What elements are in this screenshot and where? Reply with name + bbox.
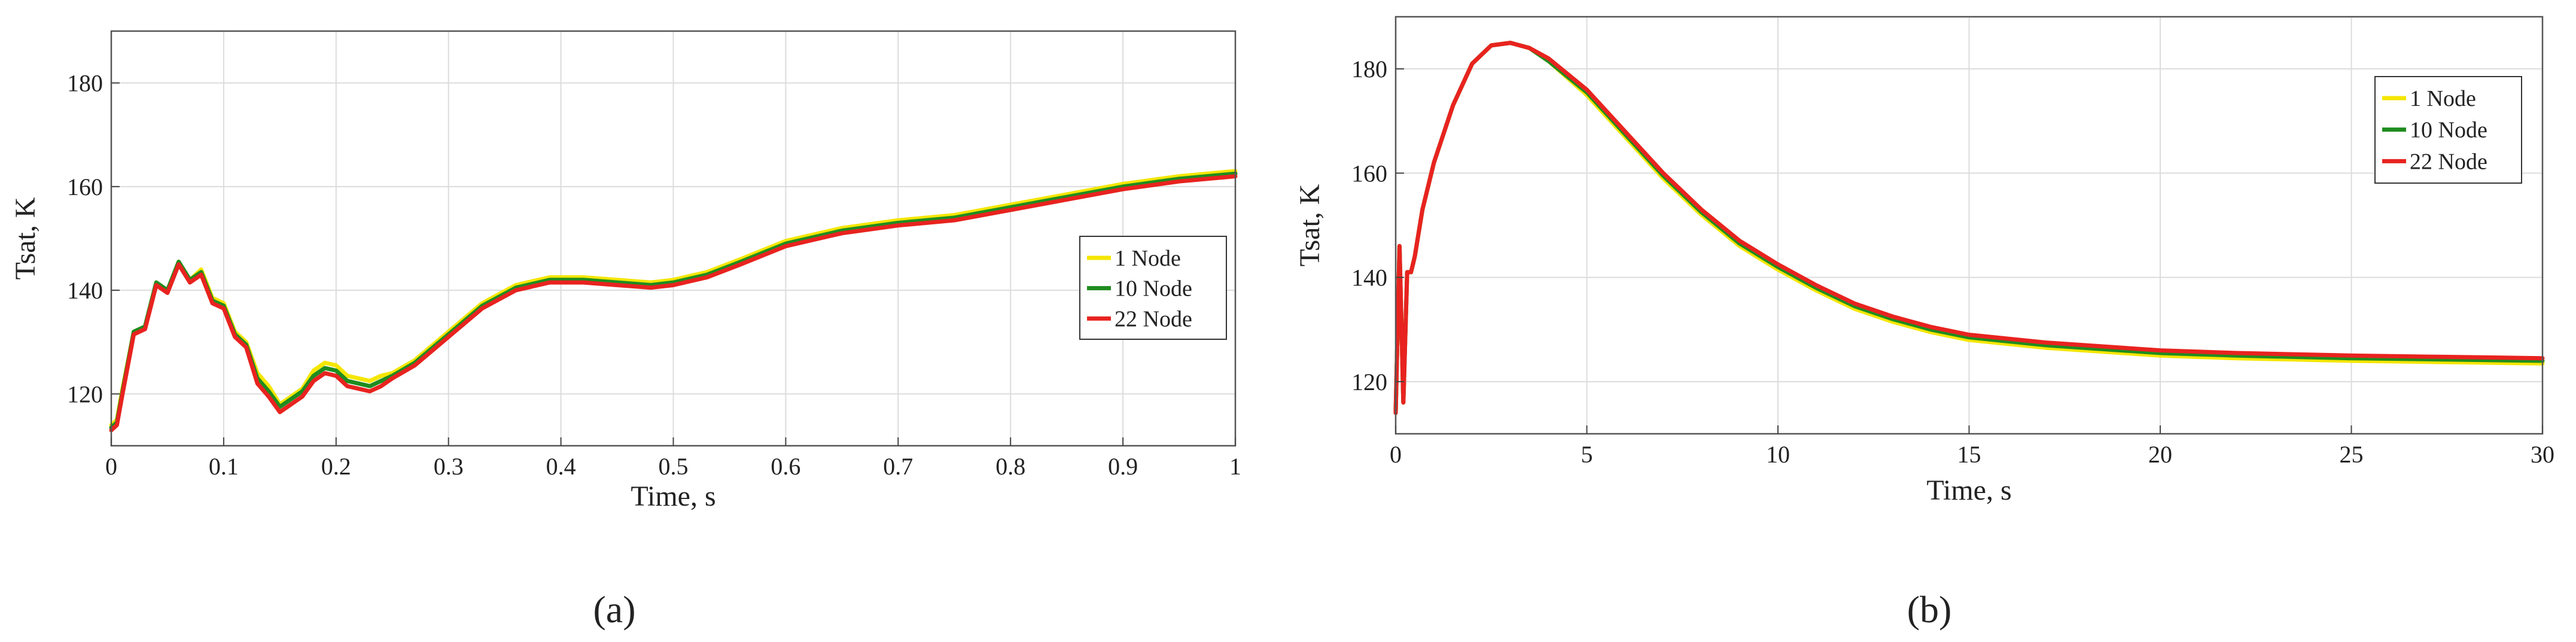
legend-label: 22 Node [2410, 149, 2487, 174]
x-tick-label: 0.5 [659, 453, 689, 480]
x-tick-label: 0 [105, 453, 117, 480]
panel-label-b: (b) [1907, 588, 1952, 631]
chart-panel-b: 0 5 10 15 20 25 30 120 140 160 180 Time, s Tsat, K 1 … [1294, 16, 2554, 506]
x-tick-label: 0.3 [434, 453, 464, 480]
x-tick-label: 20 [2148, 441, 2172, 468]
x-tick-label: 5 [1581, 441, 1593, 468]
x-tick-label: 25 [2340, 441, 2364, 468]
series-line-22-node [1393, 41, 2545, 415]
x-tick-label: 0 [1390, 441, 1402, 468]
y-tick-label: 180 [67, 70, 103, 97]
y-axis-label: Tsat, K [10, 197, 41, 279]
y-tick-label: 180 [1351, 56, 1387, 83]
x-tick-label: 0.4 [546, 453, 576, 480]
legend-label: 1 Node [1115, 246, 1181, 271]
legend-label: 10 Node [1115, 276, 1192, 302]
x-axis-label: Time, s [631, 480, 715, 512]
legend: 1 Node 10 Node 22 Node [1079, 236, 1227, 340]
x-tick-label: 30 [2531, 441, 2554, 468]
x-tick-label: 0.9 [1108, 453, 1138, 480]
legend-label: 22 Node [1115, 306, 1192, 331]
y-tick-label: 160 [67, 174, 103, 200]
x-tick-label: 0.8 [995, 453, 1025, 480]
x-tick-label: 0.2 [321, 453, 351, 480]
y-tick-label: 140 [67, 277, 103, 304]
series-line-22-node [109, 174, 1238, 433]
y-tick-label: 160 [1351, 160, 1387, 187]
legend-label: 10 Node [2410, 118, 2487, 143]
x-tick-label: 0.6 [771, 453, 800, 480]
legend: 1 Node 10 Node 22 Node [2374, 76, 2522, 184]
x-axis-label: Time, s [1926, 474, 2011, 506]
legend-label: 1 Node [2410, 86, 2476, 111]
y-axis-label: Tsat, K [1294, 184, 1326, 266]
x-tick-label: 10 [1766, 441, 1790, 468]
y-tick-label: 140 [1351, 264, 1387, 291]
x-tick-label: 1 [1229, 453, 1241, 480]
x-tick-label: 0.7 [883, 453, 913, 480]
chart-panel-a: 0 0.1 0.2 0.3 0.4 0.5 0.6 0.7 0.8 0.9 1 120 140 160 18… [10, 30, 1241, 512]
x-tick-label: 0.1 [209, 453, 239, 480]
y-tick-label: 120 [67, 381, 103, 407]
y-tick-label: 120 [1351, 369, 1387, 395]
x-tick-label: 15 [1957, 441, 1981, 468]
panel-label-a: (a) [593, 588, 635, 631]
